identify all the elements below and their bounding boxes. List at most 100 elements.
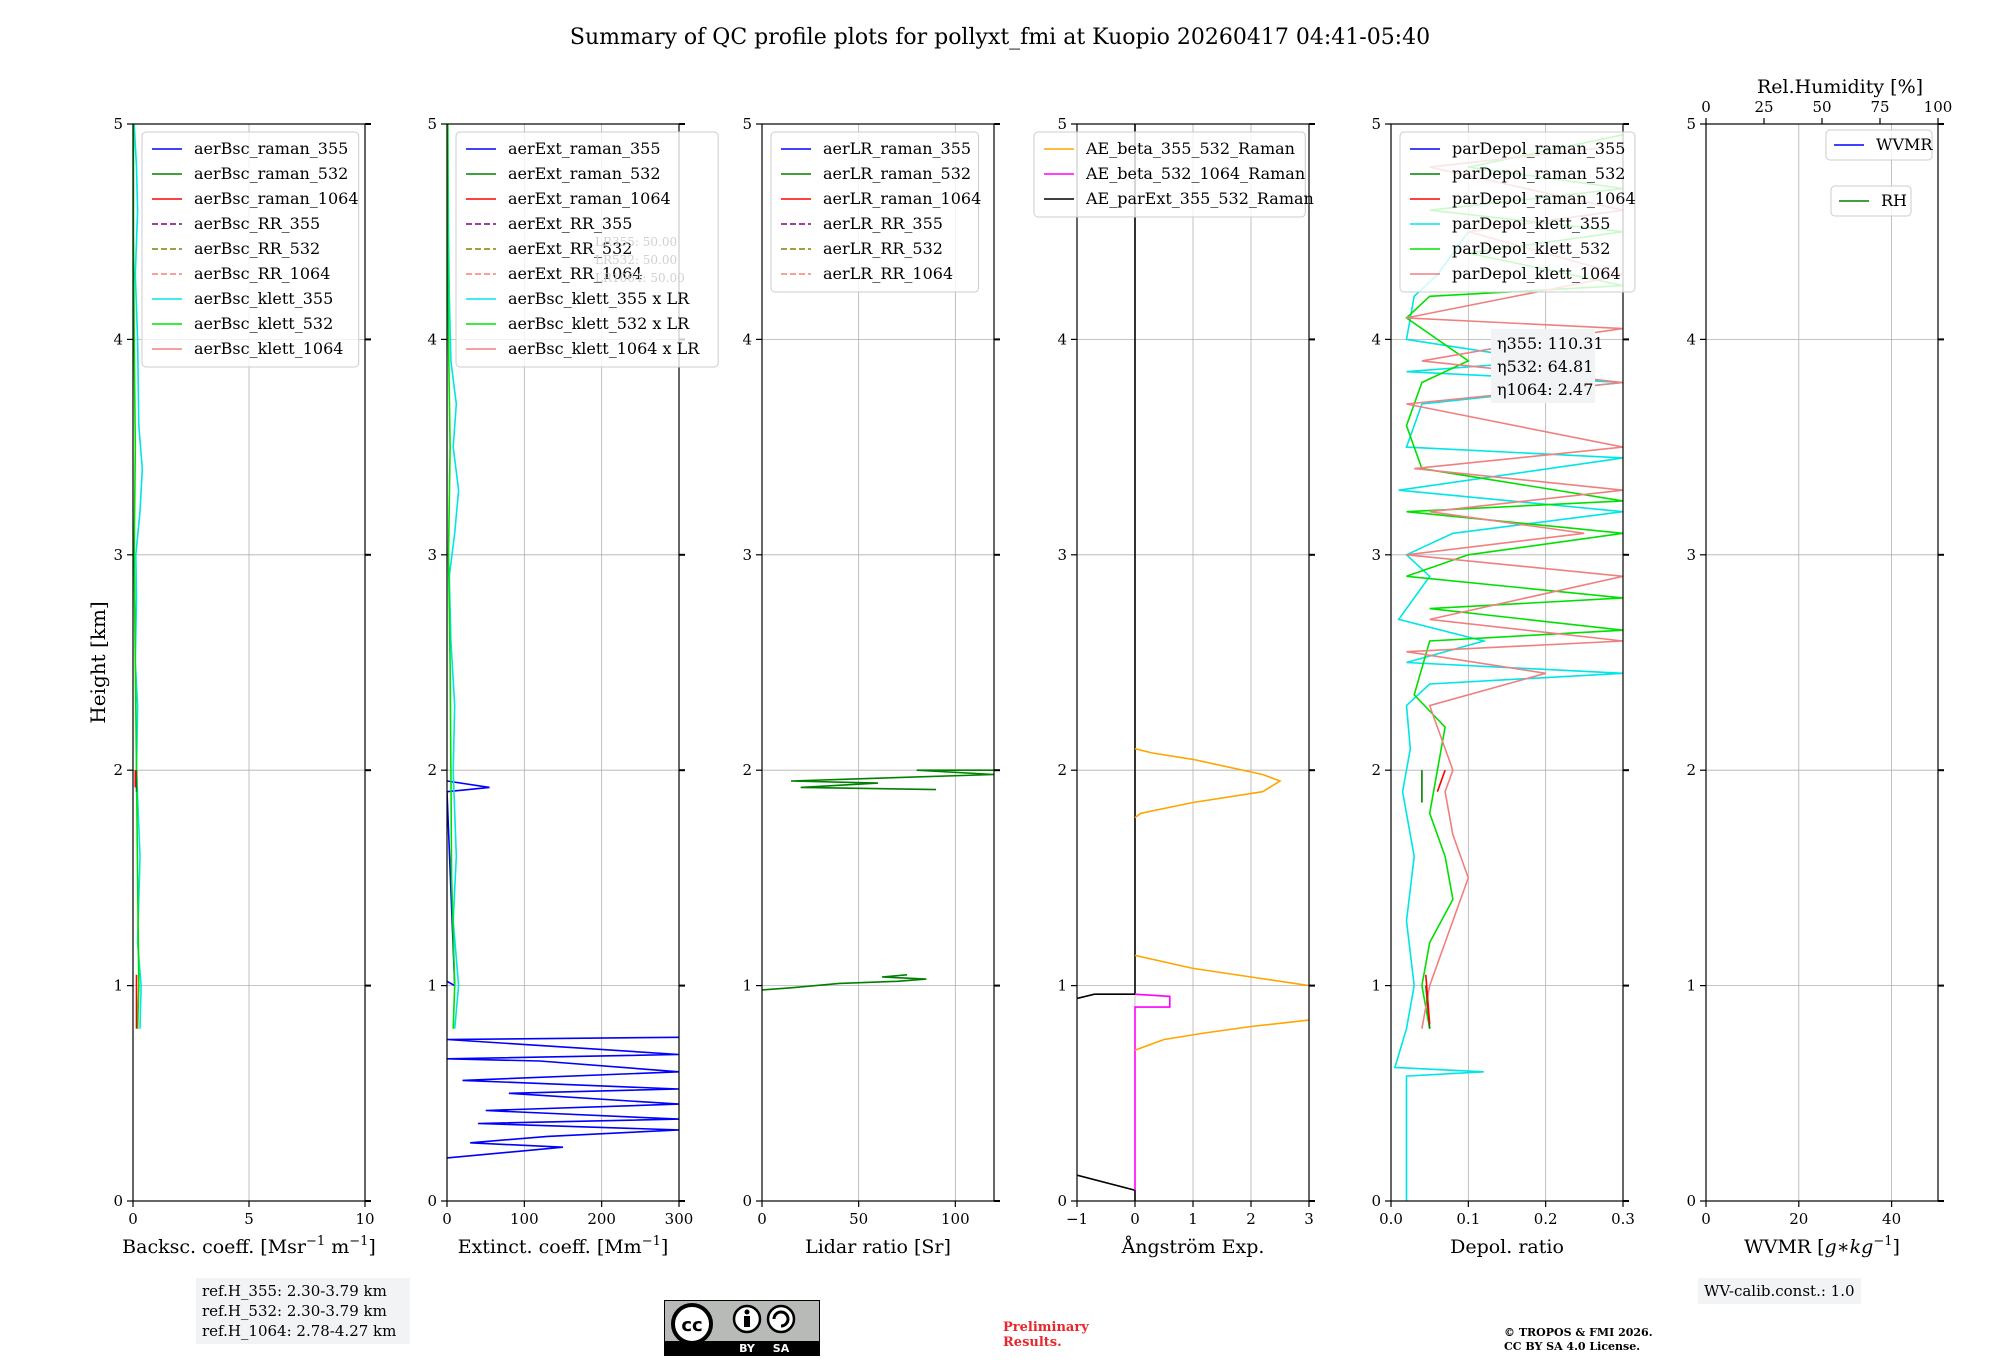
x-tick-label: 0 <box>442 1210 452 1228</box>
copyright-line-2: CC BY SA 4.0 License. <box>1504 1340 1641 1353</box>
series-line-aerBsc_klett_355 <box>133 124 144 1029</box>
badge-by-label: BY <box>739 1342 756 1355</box>
preliminary-results-note: Preliminary Results. <box>1003 1320 1089 1350</box>
legend-entry-label: aerBsc_raman_532 <box>194 164 348 183</box>
series-line-parDepol_raman_1064_b <box>1436 769 1446 792</box>
y-tick-label: 5 <box>427 115 437 133</box>
x-tick-label: 0 <box>757 1210 767 1228</box>
series-group <box>1077 124 1309 1201</box>
x-tick-label: 20 <box>1789 1210 1808 1228</box>
panel-ext: 0 100 200 300 0 1 2 3 4 5 Extinct. coeff. [Mm−1] ae… <box>427 115 719 1258</box>
series-line-AE_beta_532_1064_Raman <box>1134 993 1171 1191</box>
top-x-tick-label: 25 <box>1754 98 1773 116</box>
y-tick-label: 2 <box>113 761 123 779</box>
series-group <box>762 769 994 991</box>
x-tick-label: 300 <box>665 1210 694 1228</box>
y-tick-label: 5 <box>113 115 123 133</box>
legend-box <box>1830 185 1912 217</box>
y-tick-label: 1 <box>742 977 752 995</box>
series-group <box>1393 134 1623 1201</box>
y-tick-label: 3 <box>1057 546 1067 564</box>
y-tick-label: 0 <box>1057 1192 1067 1210</box>
legend-entry-label: aerLR_RR_355 <box>823 214 943 233</box>
top-x-tick-label: 75 <box>1870 98 1889 116</box>
legend-entry-label: aerExt_raman_355 <box>508 139 661 158</box>
y-tick-label: 0 <box>742 1192 752 1210</box>
x-tick-label: 10 <box>355 1210 374 1228</box>
y-tick-label: 0 <box>1686 1192 1696 1210</box>
ref-height-532: ref.H_532: 2.30-3.79 km <box>202 1302 387 1320</box>
legend-depol: parDepol_raman_355 parDepol_raman_532 parD… <box>1399 131 1636 293</box>
series-line-AE_beta_355_532_Raman_c <box>1134 747 1282 819</box>
ref-height-1064: ref.H_1064: 2.78-4.27 km <box>202 1322 397 1340</box>
legend-entry-label: parDepol_raman_355 <box>1452 139 1625 158</box>
legend-entry-label: parDepol_klett_355 <box>1452 214 1610 233</box>
legend-entry-label: aerBsc_raman_355 <box>194 139 348 158</box>
x-tick-label: 100 <box>941 1210 970 1228</box>
axes-frame <box>1705 123 1939 1202</box>
y-tick-label: 3 <box>1371 546 1381 564</box>
x-tick-label: 0.2 <box>1534 1210 1558 1228</box>
y-tick-label: 5 <box>1686 115 1696 133</box>
series-line-aerBsc_klett_532 <box>133 124 140 1029</box>
legend-entry-label: aerExt_RR_355 <box>508 214 632 233</box>
top-axis-label: Rel.Humidity [%] <box>1757 76 1923 98</box>
legend-entry-label: parDepol_klett_1064 <box>1452 264 1621 283</box>
y-tick-label: 4 <box>742 330 752 348</box>
y-tick-label: 3 <box>113 546 123 564</box>
y-tick-label: 0 <box>113 1192 123 1210</box>
legend-entry-label: aerLR_RR_532 <box>823 239 943 258</box>
reference-heights-box: ref.H_355: 2.30-3.79 km ref.H_532: 2.30-… <box>196 1278 410 1344</box>
legend-box <box>1033 131 1306 218</box>
legend-entry-label: aerBsc_klett_355 <box>194 289 333 308</box>
legend-entry-label: aerBsc_RR_532 <box>194 239 320 258</box>
y-tick-label: 4 <box>427 330 437 348</box>
legend-entry-label: aerLR_raman_532 <box>823 164 971 183</box>
legend-box <box>1825 129 1933 161</box>
series-line-aerLR_raman_532_b <box>790 769 994 791</box>
x-tick-label: 50 <box>849 1210 868 1228</box>
cc-icon <box>671 1303 713 1345</box>
share-alike-icon <box>766 1304 796 1334</box>
y-tick-label: 4 <box>1686 330 1696 348</box>
legend-box <box>455 131 719 368</box>
x-tick-label: −1 <box>1066 1210 1088 1228</box>
x-tick-label: 0 <box>1701 1210 1711 1228</box>
y-tick-label: 2 <box>427 761 437 779</box>
figure-title: Summary of QC profile plots for pollyxt_… <box>570 25 1430 50</box>
legend-ext: aerExt_raman_355 aerExt_raman_532 aerExt_r… <box>455 131 719 368</box>
series-line-aerExt_raman_355 <box>447 1036 679 1159</box>
legend-entry-label: aerLR_RR_1064 <box>823 264 953 283</box>
eta-annotation: η532: 64.81 <box>1497 357 1593 376</box>
legend-box <box>1399 131 1636 293</box>
x-axis-label: Lidar ratio [Sr] <box>805 1236 951 1258</box>
series-line-parDepol_klett_355 <box>1393 144 1623 1201</box>
x-tick-label: 1 <box>1188 1210 1198 1228</box>
panel-depol: 0.0 0.1 0.2 0.3 0 1 2 3 4 5 Depol. ratio parDepol_r… <box>1371 115 1635 1258</box>
wv-calibration-constant: WV-calib.const.: 1.0 <box>1704 1282 1855 1300</box>
eta-annotation-box <box>1491 329 1595 403</box>
x-tick-label: 0 <box>1130 1210 1140 1228</box>
top-x-tick-label: 0 <box>1701 98 1711 116</box>
series-line-aerBsc_klett_532 x LR <box>447 124 456 1029</box>
legend-entry-label: AE_beta_532_1064_Raman <box>1085 164 1305 183</box>
x-tick-label: 100 <box>510 1210 539 1228</box>
badge-sa-label: SA <box>773 1342 790 1355</box>
y-tick-label: 4 <box>113 330 123 348</box>
y-tick-label: 2 <box>742 761 752 779</box>
x-axis-label: WVMR [g∗kg−1] <box>1744 1234 1900 1258</box>
series-line-aerExt_raman_355_b <box>447 780 490 987</box>
x-tick-label: 0 <box>128 1210 138 1228</box>
copyright-line-1: © TROPOS & FMI 2026. <box>1504 1326 1653 1339</box>
panel-lr: 0 50 100 0 1 2 3 4 5 Lidar ratio [Sr] aerLR_raman_… <box>742 115 1000 1258</box>
x-axis-label: Extinct. coeff. [Mm−1] <box>458 1234 669 1258</box>
x-axis-label: Backsc. coeff. [Msr−1 m−1] <box>122 1234 376 1258</box>
y-tick-label: 1 <box>427 977 437 995</box>
legend-entry-label: WVMR <box>1876 135 1933 154</box>
series-line-AE_beta_355_532_Raman_b <box>1134 954 1309 987</box>
y-tick-label: 4 <box>1371 330 1381 348</box>
y-tick-label: 0 <box>1371 1192 1381 1210</box>
legend-rh: RH <box>1830 185 1912 217</box>
